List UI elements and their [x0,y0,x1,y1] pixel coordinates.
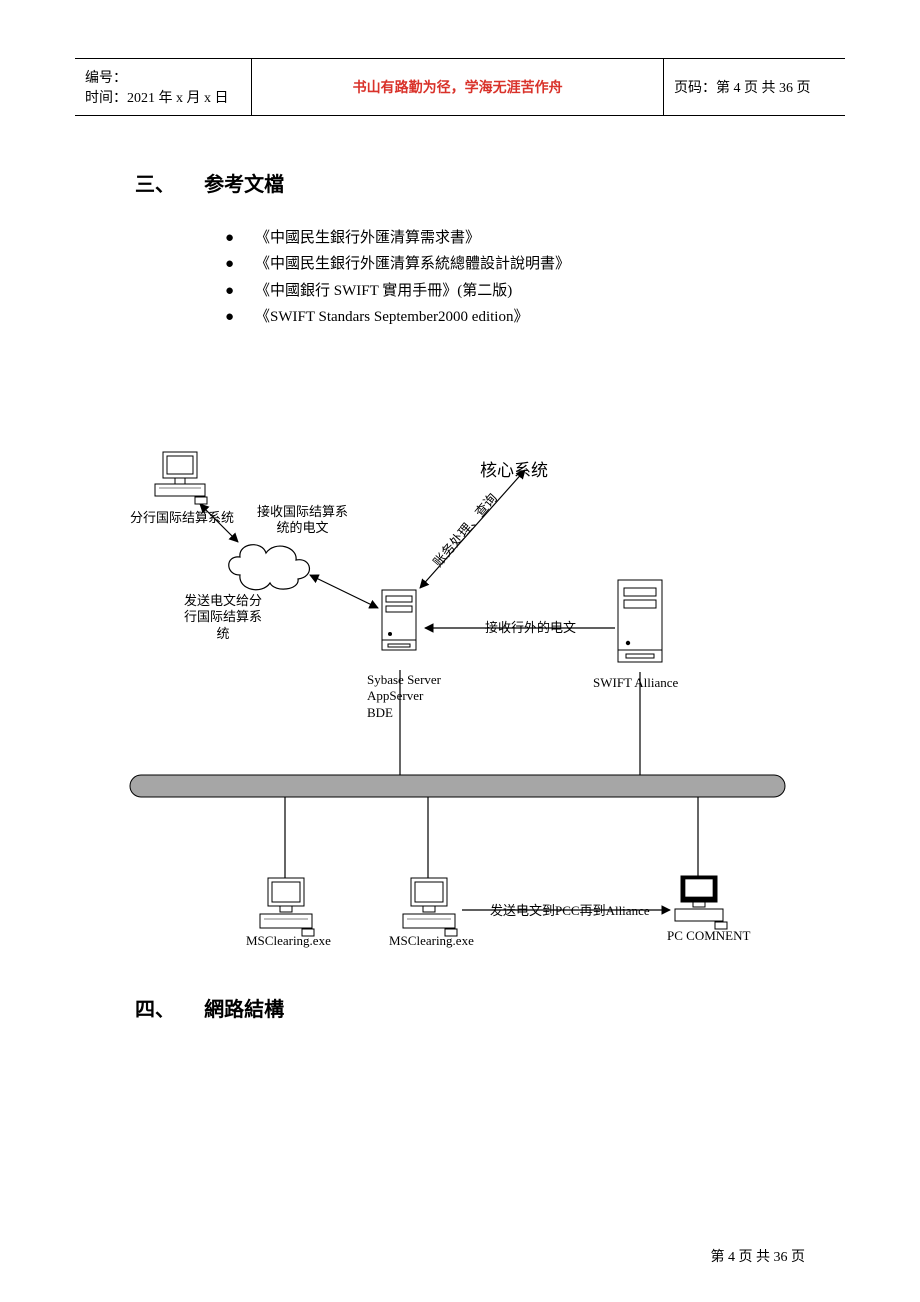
reference-list: ●《中國民生銀行外匯清算需求書》 ●《中國民生銀行外匯清算系統總體設計說明書》 … [225,225,570,330]
branch-workstation-icon [155,452,207,504]
section-4-number: 四、 [135,999,175,1021]
workstation-2-icon [403,878,457,936]
workstation-1-icon [260,878,314,936]
swift-tower-icon [618,580,662,662]
header-page-label: 页码：第 4 页 共 36 页 [663,59,845,116]
header-date-label: 时间：2021 年 x 月 x 日 [85,87,241,107]
document-header: 编号： 时间：2021 年 x 月 x 日 书山有路勤为径，学海无涯苦作舟 页码… [75,58,845,116]
list-item: ●《中國民生銀行外匯清算系統總體設計說明書》 [225,251,570,277]
pc-icon [675,876,727,929]
header-code-label: 编号： [85,67,241,87]
section-4-heading: 四、 網路結構 [135,993,284,1022]
cloud-icon [229,545,310,590]
network-diagram [120,440,820,970]
page-footer: 第 4 页 共 36 页 [711,1246,806,1266]
lan-pipe [130,775,785,797]
section-3-heading: 三、 参考文檔 [135,168,284,197]
list-item: ●《SWIFT Standars September2000 edition》 [225,304,570,330]
list-item: ●《中國民生銀行外匯清算需求書》 [225,225,570,251]
header-center: 书山有路勤为径，学海无涯苦作舟 [252,59,664,116]
server-icon [382,590,416,650]
section-4-title: 網路結構 [204,999,284,1021]
section-3-number: 三、 [135,174,175,196]
list-item: ●《中國銀行 SWIFT 實用手冊》(第二版) [225,278,570,304]
section-3-title: 参考文檔 [204,174,284,196]
